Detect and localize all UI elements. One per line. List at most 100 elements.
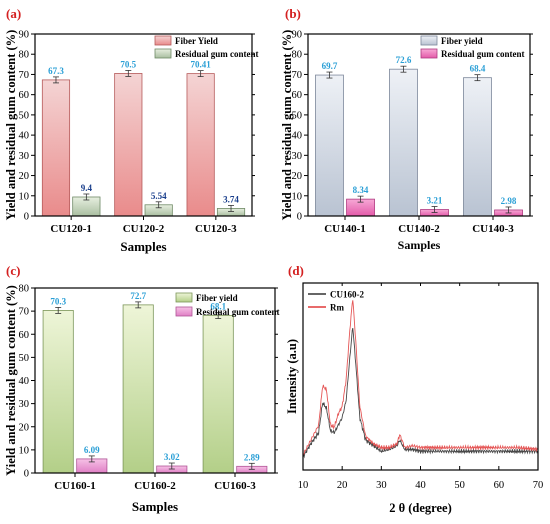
x-axis-title: Samples [132,499,178,514]
data-label: 68.4 [470,64,486,74]
x-tick-label: 60 [494,480,505,491]
bar-chart-panel-a: (a) Yield and residual gum content (%) 0 10… [4,6,259,254]
data-label: 8.34 [353,185,369,195]
y-tick-label: 0 [24,212,29,223]
y-axis-title: Intensity (a.u) [285,339,299,414]
category-label: CU140-3 [472,223,514,235]
series-line-rm [302,300,538,456]
series-line-cu160-2 [302,327,539,459]
y-tick-label: 50 [19,110,30,121]
data-label: 69.7 [322,61,338,71]
panel-label: (c) [6,263,20,278]
legend-label: Rm [330,303,344,313]
data-label: 70.41 [191,60,212,70]
legend-label: Residual gum content [441,49,525,59]
data-label: 9.4 [81,183,93,193]
y-tick-label: 80 [19,50,30,61]
data-label: 5.54 [151,191,167,201]
data-label: 3.21 [427,196,443,206]
category-label: CU120-1 [50,223,92,235]
y-axis-title: Yield and residual gum content (%) [280,30,294,221]
x-tick-label: 50 [454,480,465,491]
y-tick-label: 0 [24,469,29,480]
data-label: 3.02 [164,452,180,462]
data-label: 68.1 [210,302,226,312]
data-label: 72.6 [396,55,412,65]
bar-fiber-yield [389,68,418,217]
legend-swatch [175,306,193,317]
y-tick-label: 10 [292,191,303,202]
plot-frame [34,33,253,217]
y-tick-label: 20 [19,171,30,182]
plot-frame [34,287,276,474]
data-label: 2.89 [244,452,260,462]
y-tick-label: 10 [19,445,30,456]
legend-swatch [154,48,172,59]
x-axis-title: Samples [120,239,166,254]
x-tick-label: 10 [298,480,309,491]
legend-label: Fiber Yield [175,36,218,46]
legend-label: Fiber yield [441,36,483,46]
category-label: CU160-1 [54,480,96,492]
y-tick-label: 20 [292,171,303,182]
y-tick-label: 40 [19,376,30,387]
y-tick-label: 30 [292,151,303,162]
y-axis-title: Yield and residual gum content (%) [4,30,18,221]
legend-label: Residual gum content [196,307,280,317]
y-tick-label: 40 [19,131,30,142]
category-label: CU120-2 [123,223,165,235]
x-tick-label: 30 [376,480,387,491]
y-tick-label: 0 [297,212,302,223]
data-label: 67.3 [48,66,64,76]
bar-fiber-yield [114,73,143,217]
panel-label: (d) [288,263,304,278]
bar-chart-panel-b: (b) Yield and residual gum content (%) 0 10… [280,6,533,252]
data-label: 2.98 [501,196,517,206]
y-tick-label: 70 [19,70,30,81]
bar-fiber-yield [122,304,154,474]
bar-fiber-yield [186,73,215,217]
bar-fiber-yield [41,79,71,217]
legend-swatch [175,292,193,303]
y-tick-label: 90 [19,30,30,41]
y-tick-label: 50 [292,110,303,121]
category-label: CU120-3 [195,223,237,235]
category-label: CU140-1 [324,223,366,235]
bar-fiber-yield [463,77,492,217]
bar-fiber-yield [202,315,234,474]
category-label: CU160-2 [134,480,176,492]
data-label: 3.74 [223,194,239,204]
y-tick-label: 30 [19,151,30,162]
y-tick-label: 30 [19,399,30,410]
xrd-chart-panel: (d) Intensity (a.u) 10 20 30 40 50 60 70 2 θ (deg… [285,263,543,515]
data-label: 70.3 [50,296,66,306]
bar-fiber-yield [315,74,344,217]
legend-swatch [420,35,438,46]
y-tick-label: 50 [19,353,30,364]
x-axis-title: Samples [398,238,441,252]
y-tick-label: 80 [19,284,30,295]
bar-fiber-yield [42,310,74,474]
bar-chart-panel-c: (c) Yield and residual gum content (%) 0 10… [4,263,280,514]
legend-swatch [420,48,438,59]
y-tick-label: 70 [19,307,30,318]
y-tick-label: 60 [19,90,30,101]
x-tick-label: 70 [533,480,544,491]
y-tick-label: 40 [292,131,303,142]
y-tick-label: 80 [292,50,303,61]
y-tick-label: 90 [292,30,303,41]
y-tick-label: 10 [19,191,30,202]
panel-label: (b) [285,6,301,21]
x-tick-label: 20 [337,480,348,491]
y-tick-label: 20 [19,422,30,433]
x-tick-label: 40 [415,480,426,491]
category-label: CU160-3 [214,480,256,492]
data-label: 70.5 [120,59,136,69]
panel-label: (a) [6,6,21,21]
category-label: CU140-2 [398,223,440,235]
plot-frame [307,33,531,217]
y-tick-label: 70 [292,70,303,81]
legend-label: CU160-2 [330,290,364,300]
legend-swatch [154,35,172,46]
